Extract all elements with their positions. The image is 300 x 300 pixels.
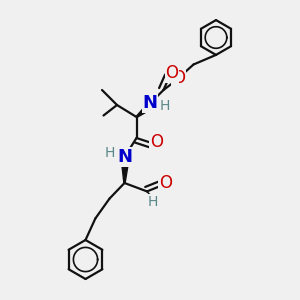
Text: H: H — [105, 146, 115, 160]
Text: N: N — [142, 94, 158, 112]
Text: H: H — [148, 195, 158, 208]
Text: O: O — [165, 64, 178, 82]
Polygon shape — [136, 101, 154, 118]
Text: O: O — [159, 174, 172, 192]
Polygon shape — [121, 159, 129, 183]
Text: O: O — [150, 133, 163, 151]
Text: O: O — [172, 69, 185, 87]
Text: H: H — [159, 99, 170, 113]
Text: N: N — [117, 148, 132, 166]
